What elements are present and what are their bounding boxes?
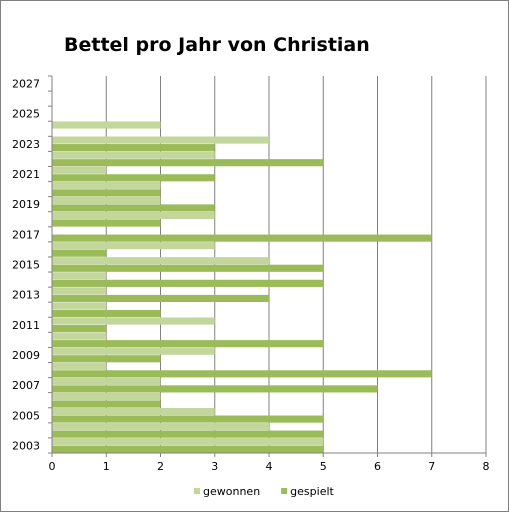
- axes: 0 1 2 3 4 5 6 7 8 2003 2005 2007 2009 2011 2013 2015 201…: [12, 75, 490, 473]
- x-tick-label: 3: [211, 460, 218, 473]
- bar-gespielt: [52, 174, 215, 182]
- x-tick-label: 1: [103, 460, 110, 473]
- bar-gewonnen: [52, 136, 269, 144]
- x-tick-label: 2: [157, 460, 164, 473]
- x-tick-label: 5: [320, 460, 327, 473]
- y-tick-label: 2017: [12, 228, 40, 241]
- y-tick-label: 2013: [12, 289, 40, 302]
- y-tick-label: 2021: [12, 168, 40, 181]
- y-tick-label: 2015: [12, 259, 40, 272]
- bar-gewonnen: [52, 211, 215, 220]
- bar-gewonnen: [52, 242, 215, 250]
- bar-gewonnen: [52, 377, 161, 385]
- bar-gewonnen: [52, 151, 215, 159]
- bar-gewonnen: [52, 423, 269, 431]
- bar-gewonnen: [52, 392, 161, 401]
- bar-gewonnen: [52, 181, 161, 189]
- x-tick-label: 8: [483, 460, 490, 473]
- x-tick-label: 7: [428, 460, 435, 473]
- bar-gespielt: [52, 294, 269, 302]
- bar-gewonnen: [52, 166, 107, 174]
- bar-gespielt: [52, 219, 161, 227]
- y-tick-label: 2027: [12, 78, 40, 91]
- legend-swatch: [281, 488, 288, 494]
- bar-gespielt: [52, 279, 324, 287]
- bar-gewonnen: [52, 196, 161, 204]
- bar-gespielt: [52, 249, 107, 257]
- bar-gespielt: [52, 400, 161, 408]
- bar-gespielt: [52, 340, 324, 348]
- bar-gespielt: [52, 189, 161, 197]
- bar-gewonnen: [52, 407, 215, 416]
- bar-gewonnen: [52, 257, 269, 265]
- bar-gewonnen: [52, 272, 107, 280]
- bars: [52, 121, 432, 453]
- y-tick-label: 2003: [12, 439, 40, 452]
- bar-gespielt: [52, 144, 215, 152]
- chart-title: Bettel pro Jahr von Christian: [64, 34, 370, 56]
- gridlines: [105, 76, 487, 453]
- bar-gewonnen: [52, 347, 215, 355]
- y-tick-label: 2007: [12, 379, 40, 392]
- bar-gewonnen: [52, 287, 107, 295]
- bar-gespielt: [52, 445, 324, 453]
- x-tick-label: 0: [49, 460, 56, 473]
- legend-swatch: [194, 488, 200, 494]
- bar-gespielt: [52, 355, 161, 363]
- bar-gespielt: [52, 234, 432, 242]
- bar-gespielt: [52, 159, 324, 167]
- legend: gewonnen gespielt: [194, 485, 335, 498]
- bar-gespielt: [52, 415, 324, 423]
- bar-gewonnen: [52, 121, 161, 129]
- legend-label: gewonnen: [203, 485, 260, 498]
- x-tick-label: 6: [374, 460, 381, 473]
- bar-gewonnen: [52, 302, 107, 310]
- y-tick-label: 2011: [12, 319, 40, 332]
- bar-gespielt: [52, 309, 161, 318]
- bar-gespielt: [52, 385, 378, 393]
- bar-gewonnen: [52, 438, 324, 446]
- bar-gespielt: [52, 264, 324, 272]
- bar-gespielt: [52, 204, 215, 212]
- y-tick-label: 2019: [12, 198, 40, 211]
- x-tick-label: 4: [266, 460, 273, 473]
- bar-gespielt: [52, 430, 324, 438]
- bar-gespielt: [52, 370, 432, 378]
- y-tick-label: 2025: [12, 108, 40, 121]
- y-tick-label: 2005: [12, 409, 40, 422]
- y-tick-label: 2009: [12, 349, 40, 362]
- y-tick-label: 2023: [12, 138, 40, 151]
- bar-gewonnen: [52, 332, 107, 340]
- legend-label: gespielt: [290, 485, 334, 498]
- bar-gewonnen: [52, 317, 215, 325]
- bar-gespielt: [52, 325, 107, 333]
- bar-gewonnen: [52, 362, 107, 370]
